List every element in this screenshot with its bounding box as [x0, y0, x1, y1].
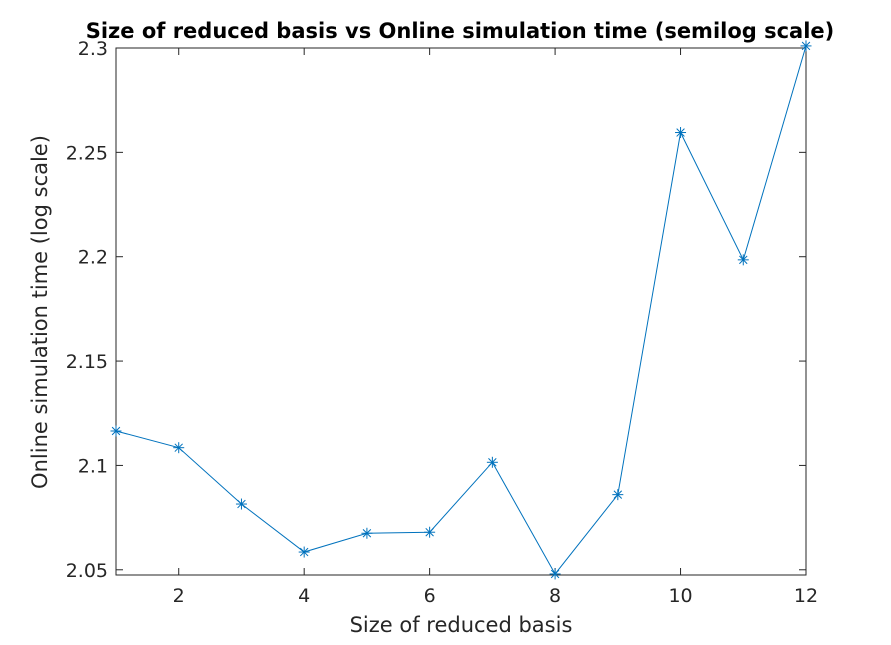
data-point-marker — [549, 568, 561, 580]
y-tick-label: 2.05 — [66, 560, 108, 582]
data-point-marker — [675, 127, 687, 139]
x-tick-label: 4 — [298, 585, 310, 607]
data-point-marker — [424, 526, 436, 538]
data-point-marker — [110, 425, 122, 437]
x-tick-label: 10 — [668, 585, 692, 607]
data-point-marker — [298, 546, 310, 558]
x-tick-label: 6 — [424, 585, 436, 607]
y-tick-label: 2.15 — [66, 351, 108, 373]
data-point-marker — [737, 254, 749, 266]
series-line — [115, 45, 807, 575]
data-point-marker — [361, 527, 373, 539]
chart-title: Size of reduced basis vs Online simulati… — [86, 19, 835, 43]
y-axis-label: Online simulation time (log scale) — [28, 135, 52, 489]
y-tick-label: 2.2 — [78, 247, 108, 269]
x-axis-label: Size of reduced basis — [350, 613, 573, 637]
x-tick-label: 2 — [173, 585, 185, 607]
x-tick-label: 8 — [549, 585, 561, 607]
data-point-marker — [235, 498, 247, 510]
x-tick-label: 12 — [794, 585, 818, 607]
data-point-marker — [173, 442, 185, 454]
data-point-marker — [486, 456, 498, 468]
y-tick-label: 2.25 — [66, 142, 108, 164]
data-point-marker — [800, 40, 812, 52]
plot-area — [115, 47, 807, 576]
y-tick-label: 2.3 — [78, 38, 108, 60]
y-tick-label: 2.1 — [78, 455, 108, 477]
data-point-marker — [612, 489, 624, 501]
